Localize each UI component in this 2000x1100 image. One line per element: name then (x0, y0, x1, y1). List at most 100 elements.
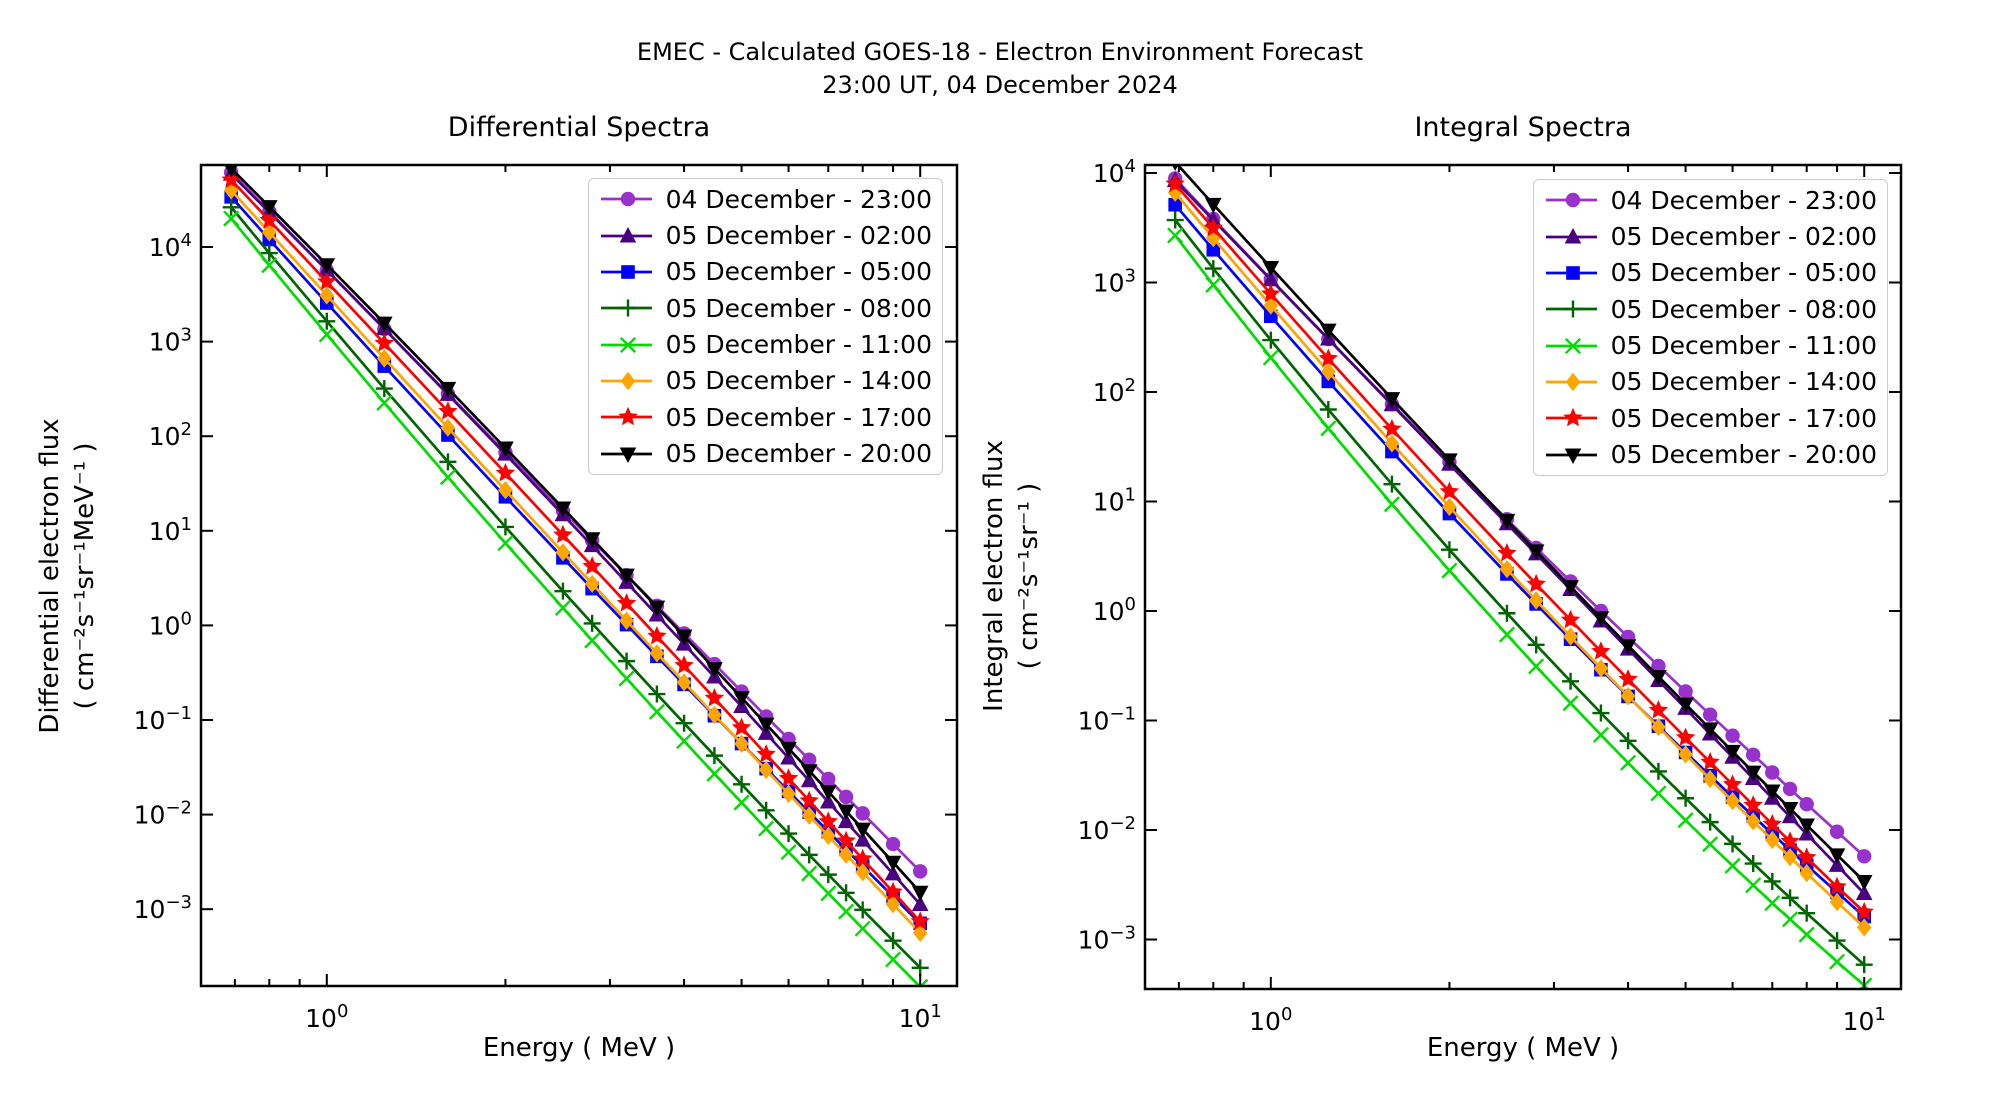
marker-x (854, 920, 871, 937)
marker-triangle-up (1828, 856, 1846, 872)
legend-item: 05 December - 20:00 (1544, 437, 1877, 473)
y-tick-label: 10−1 (1078, 704, 1136, 736)
marker-diamond (1782, 847, 1798, 867)
marker-x (1724, 857, 1741, 874)
marker-plus (1649, 762, 1667, 780)
marker-plus (1619, 732, 1637, 750)
marker-x (912, 978, 929, 986)
marker-triangle-down (1441, 453, 1458, 469)
marker-plus (733, 775, 751, 793)
marker-triangle-down (1383, 392, 1401, 408)
marker-star (731, 717, 752, 736)
legend-marker-icon (1546, 448, 1597, 464)
marker-triangle-down (648, 600, 666, 617)
marker-x (554, 599, 571, 616)
marker-x (497, 535, 514, 552)
legend-item-label: 05 December - 17:00 (665, 402, 932, 432)
marker-circle (1857, 849, 1872, 864)
marker-plus (1828, 932, 1846, 950)
marker-x (1677, 812, 1694, 829)
legend-item: 05 December - 05:00 (599, 254, 932, 290)
marker-plus (619, 299, 637, 317)
legend-marker-icon (601, 407, 652, 426)
marker-star (259, 210, 279, 229)
marker-diamond (1205, 228, 1221, 248)
marker-star (374, 333, 395, 352)
x-tick-label: 101 (1843, 1004, 1886, 1036)
marker-circle (1565, 193, 1581, 208)
marker-diamond (801, 806, 817, 825)
marker-star (1560, 609, 1581, 629)
series-markers-8 (1171, 165, 1873, 891)
marker-diamond (649, 644, 665, 663)
marker-star (1675, 727, 1696, 746)
marker-square (1206, 242, 1221, 257)
legend-marker-icon (1546, 337, 1597, 354)
x-tick-label: 100 (1249, 1004, 1292, 1036)
marker-star (1700, 752, 1720, 771)
marker-triangle-up (1564, 227, 1582, 244)
marker-star (756, 744, 776, 763)
marker-x (733, 794, 750, 811)
legend-marker-icon (1546, 266, 1597, 280)
marker-diamond (758, 760, 774, 780)
marker-plus (554, 582, 572, 600)
x-tick-label: 100 (305, 1001, 348, 1033)
marker-star (1526, 573, 1546, 593)
legend-item-label: 05 December - 14:00 (665, 366, 932, 396)
marker-x (676, 733, 693, 750)
y-tick-label: 103 (1093, 265, 1136, 297)
marker-diamond (1651, 717, 1666, 737)
marker-star (553, 524, 573, 544)
marker-triangle-down (618, 568, 635, 585)
legend-marker-icon (1546, 300, 1597, 318)
marker-plus (1677, 789, 1695, 807)
legend-item-label: 05 December - 11:00 (665, 330, 932, 360)
series-markers-6 (1167, 183, 1872, 937)
marker-diamond (377, 349, 392, 368)
marker-diamond (734, 734, 749, 753)
y-tick-label: 101 (1093, 484, 1136, 516)
marker-star (1203, 217, 1223, 237)
marker-plus (1781, 889, 1799, 907)
marker-plus (1701, 813, 1719, 831)
legend-item: 04 December - 23:00 (599, 181, 932, 217)
marker-triangle-down (757, 717, 775, 734)
legend-item: 05 December - 17:00 (599, 399, 932, 435)
legend-marker-icon (601, 336, 652, 353)
marker-star (818, 811, 838, 830)
marker-x (1498, 626, 1515, 643)
marker-x (1620, 754, 1637, 771)
axes-spines (199, 163, 959, 988)
legend-marker-icon (601, 226, 652, 243)
marker-star (1439, 481, 1460, 500)
marker-x (1262, 349, 1279, 366)
legend-item: 05 December - 05:00 (1544, 255, 1877, 291)
marker-circle (1725, 728, 1740, 743)
marker-x (1441, 562, 1458, 579)
marker-triangle-up (854, 831, 872, 847)
marker-triangle-down (780, 741, 797, 758)
marker-plus (1592, 704, 1610, 722)
y-tick-label: 10−3 (1078, 923, 1136, 955)
marker-star (1854, 901, 1874, 921)
marker-diamond (1702, 769, 1718, 789)
marker-x (618, 670, 635, 687)
marker-triangle-down (619, 447, 637, 463)
marker-x (648, 703, 665, 720)
y-tick-label: 104 (149, 230, 192, 262)
marker-star (1563, 408, 1583, 427)
marker-plus (1763, 872, 1781, 890)
series-group (1165, 165, 1874, 989)
marker-triangle-down (1798, 818, 1816, 835)
legend-item-label: 05 December - 20:00 (665, 439, 932, 469)
marker-triangle-down (1763, 784, 1781, 801)
marker-diamond (1263, 296, 1279, 315)
legend-marker-icon (601, 371, 652, 391)
legend-item: 05 December - 02:00 (599, 218, 932, 254)
legend-marker-icon (601, 447, 652, 463)
y-tick-label: 101 (149, 514, 192, 546)
marker-x (1782, 911, 1799, 928)
marker-plus (837, 884, 855, 902)
marker-star (1318, 348, 1339, 367)
